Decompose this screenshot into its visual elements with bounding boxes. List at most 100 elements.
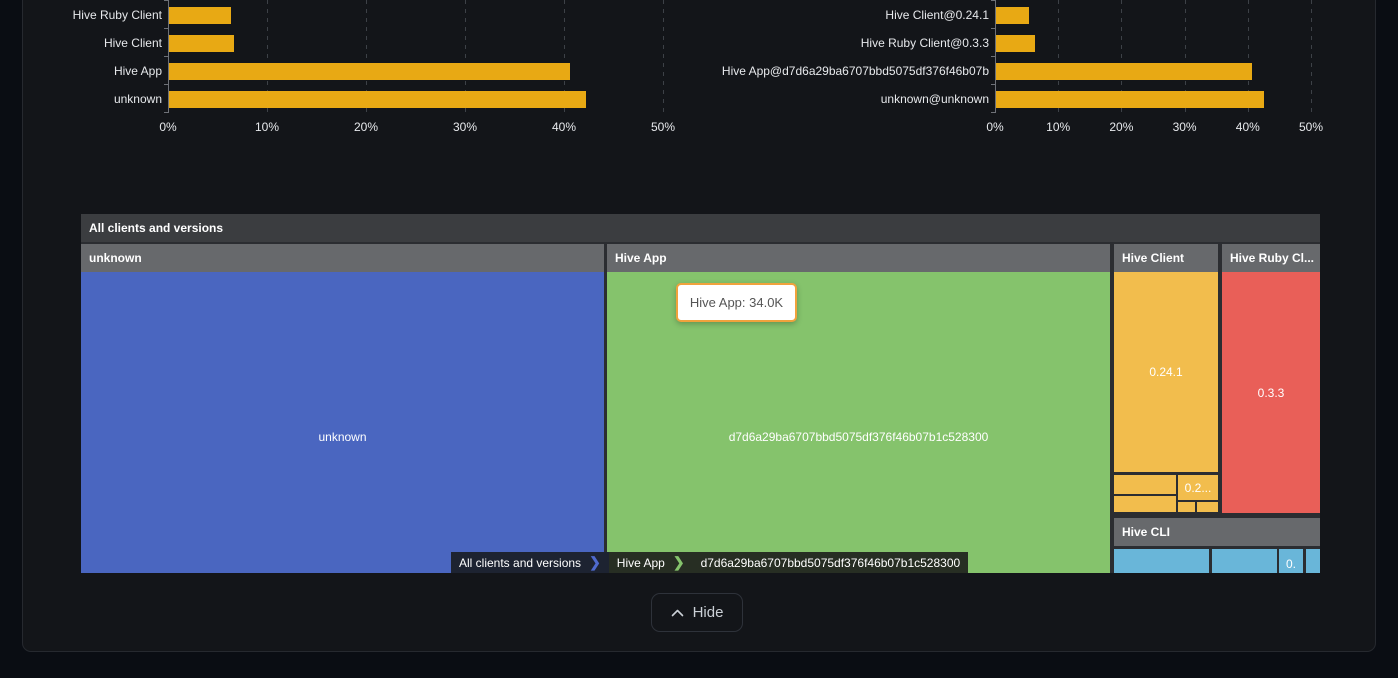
tooltip: Hive App: 34.0K <box>676 283 797 322</box>
gridline <box>465 0 466 113</box>
treemap-cell-hive-client-small[interactable] <box>1197 502 1218 512</box>
treemap-header-label: Hive Ruby Cl... <box>1230 251 1315 265</box>
treemap-breadcrumb: All clients and versions ❯ Hive App ❯ d7d6a2… <box>451 552 969 573</box>
treemap-cell-hive-app-version[interactable]: d7d6a29ba6707bbd5075df376f46b07b1c528300 <box>607 272 1110 573</box>
treemap-root-header[interactable]: All clients and versions <box>81 214 1320 242</box>
client-versions-bar-chart: Hive Client@0.24.1 Hive Ruby Client@0.3.3… <box>700 0 1350 140</box>
bar-1[interactable] <box>996 35 1036 52</box>
tooltip-text: Hive App: 34.0K <box>689 295 784 310</box>
treemap-cell-hive-client-small[interactable] <box>1114 496 1176 512</box>
treemap-cell-label: d7d6a29ba6707bbd5075df376f46b07b1c528300 <box>728 430 989 444</box>
gridline <box>267 0 268 113</box>
x-tick-label: 10% <box>1046 120 1071 134</box>
bar-category-label: Hive Ruby Client@0.3.3 <box>860 36 989 50</box>
axis-tick <box>991 56 995 57</box>
treemap-cell-hive-client-0-24-1[interactable]: 0.24.1 <box>1114 272 1218 472</box>
gridline <box>564 0 565 113</box>
bar-0[interactable] <box>996 7 1030 24</box>
treemap-header-label: All clients and versions <box>89 221 224 235</box>
axis-tick <box>991 84 995 85</box>
treemap-cell-unknown[interactable]: unknown <box>81 272 604 573</box>
y-axis-line <box>995 0 996 113</box>
x-tick-label: 0% <box>986 120 1004 134</box>
x-tick-label: 10% <box>254 120 280 134</box>
breadcrumb-segment-1[interactable]: Hive App ❯ <box>608 552 693 573</box>
x-tick-label: 30% <box>452 120 478 134</box>
treemap-cell-hive-cli-version[interactable]: 0. <box>1279 549 1303 573</box>
x-tick-label: 50% <box>650 120 676 134</box>
breadcrumb-label: d7d6a29ba6707bbd5075df376f46b07b1c528300 <box>700 555 961 570</box>
breadcrumb-label: Hive App <box>616 555 665 570</box>
axis-tick <box>164 56 168 57</box>
y-axis-line <box>168 0 169 113</box>
treemap-cell-label: 0.2... <box>1184 480 1212 495</box>
breadcrumb-segment-2[interactable]: d7d6a29ba6707bbd5075df376f46b07b1c528300 <box>692 552 969 573</box>
gridline <box>1247 0 1249 113</box>
treemap-cell-hive-ruby-client-0-3-3[interactable]: 0.3.3 <box>1222 272 1320 513</box>
bar-category-label: Hive Ruby Client <box>72 8 162 22</box>
gridline <box>366 0 367 113</box>
gridline <box>1058 0 1060 113</box>
bar-category-label: Hive Client <box>103 36 162 50</box>
gridline <box>1121 0 1123 113</box>
treemap-cell-hive-client-small[interactable] <box>1114 475 1176 494</box>
bar-category-label: unknown <box>113 92 162 106</box>
treemap-cell-label: 0.3.3 <box>1257 385 1285 400</box>
hide-button-label: Hide <box>692 604 724 621</box>
bar-2[interactable] <box>169 63 570 80</box>
bar-2[interactable] <box>996 63 1252 80</box>
treemap-cell-hive-client-0-2[interactable]: 0.2... <box>1178 475 1218 500</box>
chevron-right-icon: ❯ <box>589 554 601 570</box>
treemap-header-label: Hive Client <box>1122 251 1185 265</box>
treemap-section-header-hive-cli[interactable]: Hive CLI <box>1114 518 1320 546</box>
treemap-cell-hive-cli-version[interactable] <box>1306 549 1320 573</box>
treemap-section-header-hive-app[interactable]: Hive App <box>607 244 1110 272</box>
treemap-cell-label: 0.23.0 <box>1228 571 1261 574</box>
chevron-right-icon: ❯ <box>672 554 685 570</box>
treemap-cell-label: 0.23.0 <box>1145 571 1178 574</box>
hide-button[interactable]: Hide <box>651 593 743 632</box>
x-tick-label: 50% <box>1298 120 1324 134</box>
axis-tick <box>164 28 168 29</box>
x-tick-label: 20% <box>353 120 379 134</box>
bar-category-label: unknown@unknown <box>880 92 989 106</box>
gridline <box>1311 0 1312 113</box>
breadcrumb-segment-0[interactable]: All clients and versions ❯ <box>451 552 609 573</box>
breadcrumb-label: All clients and versions <box>459 555 582 570</box>
treemap-section-header-hive-client[interactable]: Hive Client <box>1114 244 1218 272</box>
treemap-cell-hive-cli-version[interactable]: 0.23.0 <box>1212 549 1277 573</box>
treemap-cell-label: 0.24.1 <box>1149 365 1183 379</box>
axis-tick <box>164 112 168 113</box>
axis-tick <box>991 112 995 113</box>
x-tick-label: 40% <box>551 120 577 134</box>
x-tick-label: 0% <box>159 120 177 134</box>
treemap-header-label: Hive App <box>615 251 667 265</box>
treemap-cell-hive-cli-version[interactable]: 0.23.0 <box>1114 549 1209 573</box>
bar-category-label: Hive Client@0.24.1 <box>885 8 989 22</box>
bar-3[interactable] <box>169 91 586 108</box>
x-tick-label: 40% <box>1235 120 1260 134</box>
gridline <box>663 0 664 113</box>
treemap-section-header-unknown[interactable]: unknown <box>81 244 604 272</box>
treemap-header-label: unknown <box>89 251 142 265</box>
x-tick-label: 20% <box>1109 120 1134 134</box>
treemap-header-label: Hive CLI <box>1122 525 1171 539</box>
treemap-section-header-hive-ruby-client[interactable]: Hive Ruby Cl... <box>1222 244 1320 272</box>
treemap-cell-hive-client-small[interactable] <box>1178 502 1195 512</box>
axis-tick <box>991 0 995 1</box>
treemap-cell-label: unknown <box>318 430 367 444</box>
axis-tick <box>991 28 995 29</box>
bar-category-label: Hive App@d7d6a29ba6707bbd5075df376f46b07… <box>721 64 989 78</box>
x-tick-label: 30% <box>1172 120 1197 134</box>
bar-0[interactable] <box>169 7 232 24</box>
bar-3[interactable] <box>996 91 1264 108</box>
bar-1[interactable] <box>169 35 235 52</box>
treemap-cell-label: 0. <box>1285 557 1296 571</box>
chevron-up-icon <box>671 609 683 616</box>
clients-bar-chart: Hive Ruby Client Hive Client Hive App unkno… <box>24 0 704 140</box>
bar-category-label: Hive App <box>113 64 162 78</box>
axis-tick <box>164 0 168 1</box>
gridline <box>1184 0 1186 113</box>
axis-tick <box>164 84 168 85</box>
